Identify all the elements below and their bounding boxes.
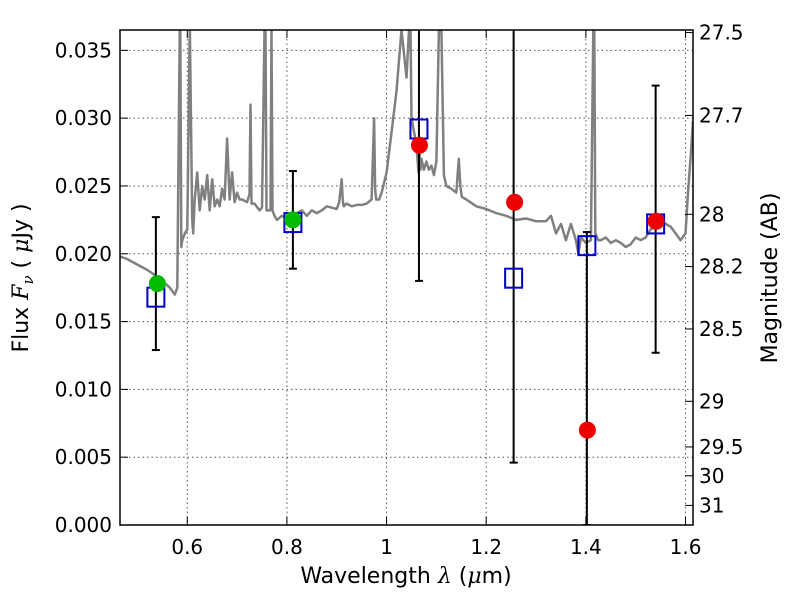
y2-tick-label: 28.2	[699, 255, 744, 279]
y2-tick-label: 29.5	[699, 435, 744, 459]
y-tick-label: 0.035	[55, 38, 112, 62]
y-tick-label: 0.005	[55, 445, 112, 469]
plot-frame	[119, 29, 694, 526]
y-tick-label: 0.010	[55, 377, 112, 401]
x-tick-label: 1.4	[570, 535, 602, 559]
plot-area	[120, 30, 693, 525]
grid-lines	[120, 30, 693, 525]
y2-axis-label: Magnitude (AB)	[758, 193, 783, 364]
model-points	[148, 136, 665, 439]
y-tick-label: 0.020	[55, 242, 112, 266]
axis-ticks: 0.6 0.8 1 1.2 1.4 1.6 0.000 0.005 0.010 0.015 0.02…	[55, 21, 744, 559]
x-tick-label: 1.2	[470, 535, 502, 559]
y-tick-label: 0.000	[55, 513, 112, 537]
observed-square	[504, 267, 524, 289]
x-axis-label: Wavelength λ (μm)	[300, 564, 511, 589]
y2-tick-label: 30	[699, 464, 724, 488]
error-bars	[151, 30, 660, 525]
y-tick-label: 0.025	[55, 174, 112, 198]
template-spectrum-line	[120, 30, 693, 296]
y2-tick-label: 28	[699, 202, 724, 226]
y2-tick-label: 31	[699, 493, 724, 517]
model-point	[284, 211, 302, 229]
model-point	[410, 136, 428, 154]
y2-tick-label: 27.7	[699, 103, 744, 127]
x-tick-label: 0.6	[171, 535, 203, 559]
y-tick-label: 0.015	[55, 310, 112, 334]
y2-tick-label: 27.5	[699, 21, 744, 45]
x-tick-label: 1	[380, 535, 393, 559]
y2-tick-label: 29	[699, 389, 724, 413]
model-point	[148, 275, 166, 293]
y-tick-label: 0.030	[55, 106, 112, 130]
model-point	[647, 212, 665, 230]
y-axis-label: Flux Fν ( μJy )	[9, 203, 37, 352]
x-tick-label: 0.8	[271, 535, 303, 559]
x-tick-label: 1.6	[670, 535, 702, 559]
y2-tick-label: 28.5	[699, 317, 744, 341]
model-point	[506, 193, 524, 211]
model-point	[578, 421, 596, 439]
observed-square	[577, 235, 597, 257]
